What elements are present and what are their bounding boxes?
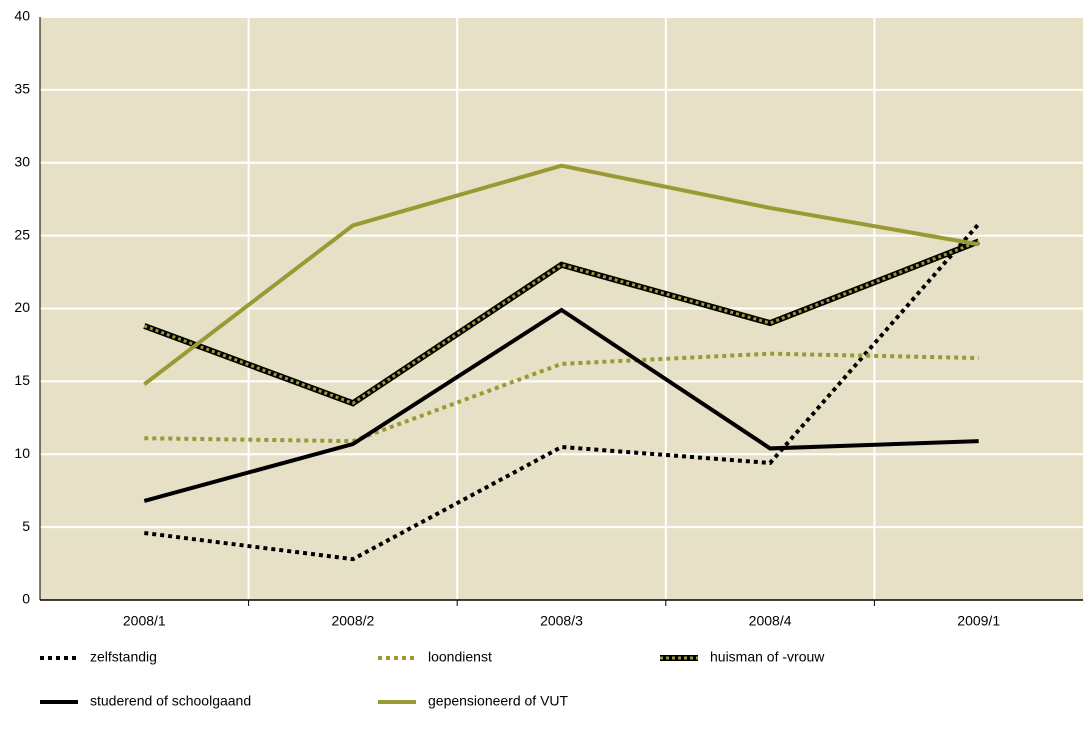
y-tick-label: 20	[14, 299, 30, 315]
x-tick-label: 2008/2	[331, 613, 374, 629]
y-tick-label: 10	[14, 445, 30, 461]
y-tick-label: 30	[14, 153, 30, 169]
y-tick-label: 5	[22, 518, 30, 534]
series-line	[144, 351, 979, 444]
series-line	[143, 163, 980, 386]
y-tick-label: 35	[14, 81, 30, 97]
x-tick-label: 2008/3	[540, 613, 583, 629]
x-tick-label: 2009/1	[957, 613, 1000, 629]
legend-label: loondienst	[428, 649, 492, 665]
legend-label: zelfstandig	[90, 649, 157, 665]
y-tick-label: 0	[22, 591, 30, 607]
y-tick-label: 15	[14, 372, 30, 388]
x-tick-label: 2008/1	[123, 613, 166, 629]
y-tick-label: 40	[14, 8, 30, 24]
series-line-pattern	[143, 240, 980, 405]
series-line	[144, 222, 981, 562]
legend-label: huisman of -vrouw	[710, 649, 825, 665]
legend-label: studerend of schoolgaand	[90, 693, 251, 709]
x-tick-label: 2008/4	[749, 613, 792, 629]
legend-label: gepensioneerd of VUT	[428, 693, 569, 709]
series-line	[143, 307, 979, 503]
y-tick-label: 25	[14, 226, 30, 242]
